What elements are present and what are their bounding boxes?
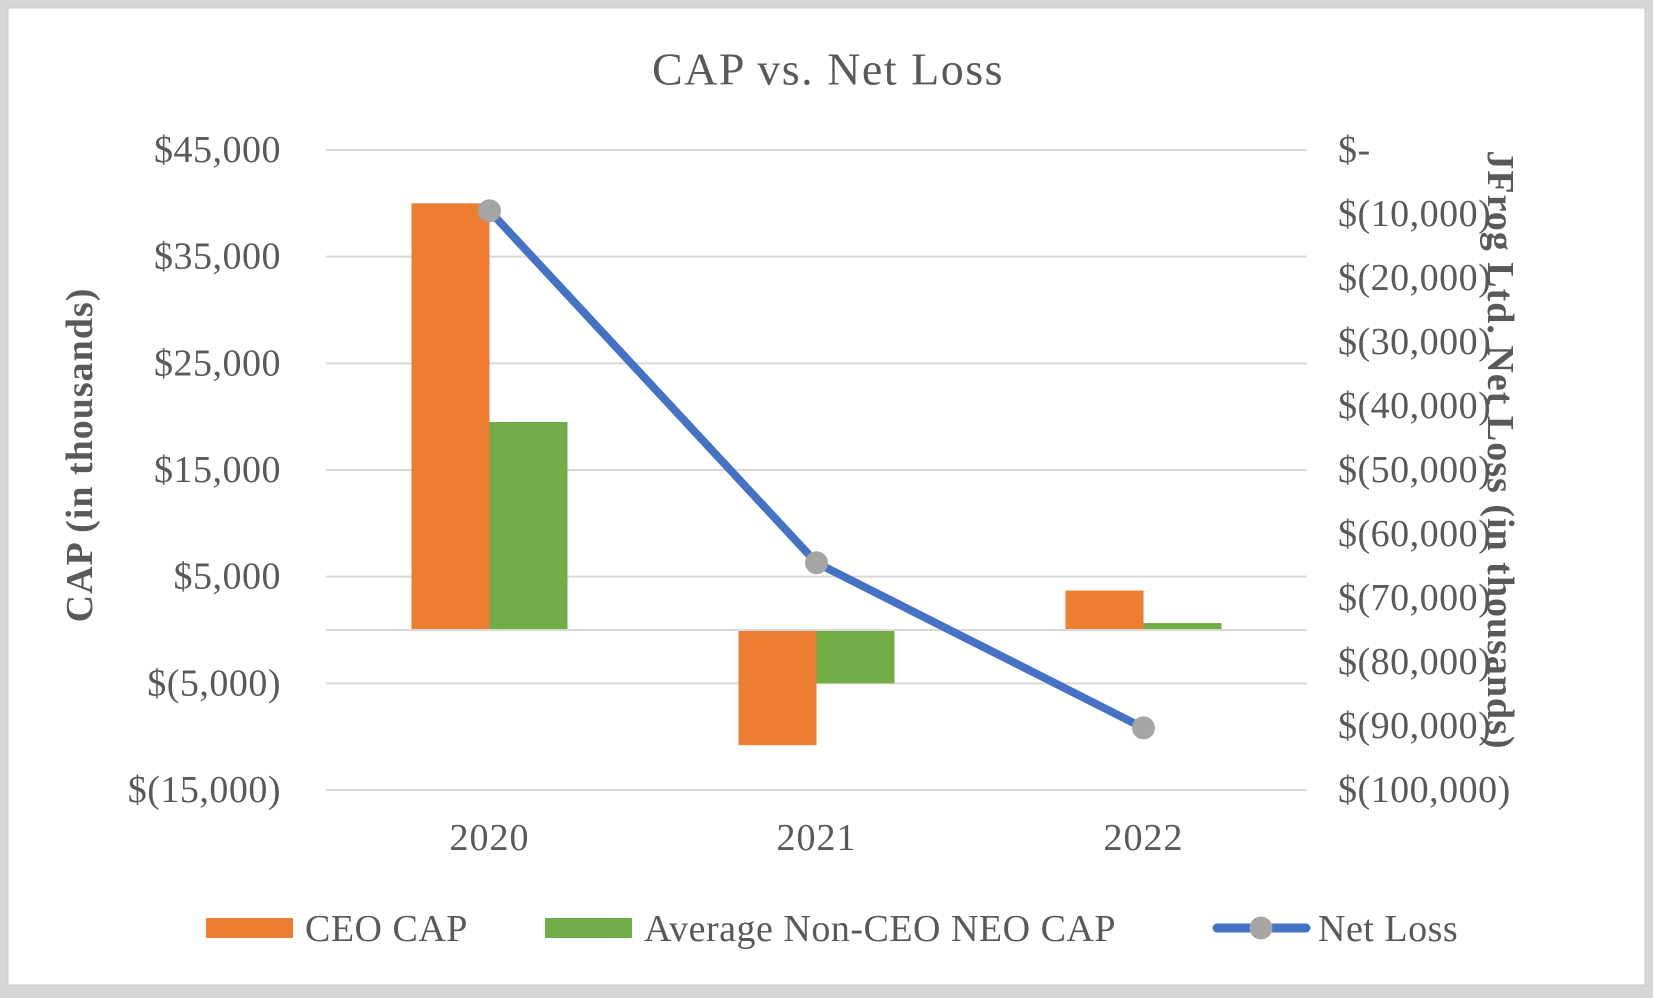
legend-item-ceo-cap: CEO CAP: [206, 908, 468, 950]
legend-label-net-loss: Net Loss: [1318, 908, 1458, 950]
net-loss-line-group: [478, 199, 1155, 740]
right-axis-tick-label: $(70,000): [1338, 577, 1491, 619]
ceo-cap-swatch-icon: [206, 918, 293, 938]
net-loss-marker-2022: [1132, 716, 1155, 740]
category-label-2022: 2022: [1104, 817, 1184, 859]
bar-average-non-ceo-neo-cap-2021: [816, 630, 895, 684]
right-axis-tick-label: $(30,000): [1338, 321, 1491, 363]
left-axis-tick-label: $(5,000): [147, 662, 281, 704]
bar-ceo-cap-2022: [1065, 590, 1144, 630]
right-axis-tick-label: $(80,000): [1338, 641, 1491, 683]
right-axis-tick-label: $(100,000): [1338, 769, 1511, 811]
legend-label-avg-non-ceo-neo-cap: Average Non-CEO NEO CAP: [644, 908, 1116, 950]
bar-average-non-ceo-neo-cap-2020: [489, 422, 568, 630]
left-axis-title: CAP (in thousands): [59, 288, 101, 623]
net-loss-marker-2021: [805, 551, 828, 575]
right-axis-tick-label: $(60,000): [1338, 513, 1491, 555]
category-label-2020: 2020: [450, 817, 530, 859]
legend-item-net-loss: Net Loss: [1212, 908, 1458, 950]
right-axis-title: JFrog Ltd. Net Loss (in thousands): [1479, 150, 1521, 749]
right-axis-tick-label: $(90,000): [1338, 705, 1491, 747]
right-axis-tick-label: $(10,000): [1338, 193, 1491, 235]
right-axis-tick-label: $(40,000): [1338, 385, 1491, 427]
left-axis-tick-label: $25,000: [154, 342, 281, 384]
bar-ceo-cap-2020: [411, 203, 490, 631]
right-axis-tick-label: $-: [1338, 129, 1371, 171]
right-axis-tick-label: $(50,000): [1338, 449, 1491, 491]
tick-labels-group: $45,000 $35,000 $25,000 $15,000 $5,000 $(5,00…: [128, 129, 1511, 859]
left-axis-tick-label: $(15,000): [128, 769, 281, 811]
legend: CEO CAP Average Non-CEO NEO CAP Net Loss: [206, 908, 1458, 950]
net-loss-marker-icon: [1249, 916, 1273, 940]
left-axis-tick-label: $35,000: [154, 236, 281, 278]
left-axis-tick-label: $45,000: [154, 129, 281, 171]
right-axis-tick-label: $(20,000): [1338, 257, 1491, 299]
chart-title: CAP vs. Net Loss: [652, 44, 1004, 95]
bar-ceo-cap-2021: [738, 630, 817, 746]
net-loss-marker-2020: [478, 199, 501, 223]
bar-average-non-ceo-neo-cap-2022: [1143, 623, 1222, 630]
legend-label-ceo-cap: CEO CAP: [305, 908, 468, 950]
legend-item-avg-non-ceo-neo-cap: Average Non-CEO NEO CAP: [545, 908, 1116, 950]
bars-group: [411, 203, 1222, 746]
category-label-2021: 2021: [777, 817, 857, 859]
avg-non-ceo-neo-cap-swatch-icon: [545, 918, 632, 938]
chart-background: [7, 7, 1646, 986]
left-axis-tick-label: $5,000: [174, 556, 282, 598]
left-axis-tick-label: $15,000: [154, 449, 281, 491]
